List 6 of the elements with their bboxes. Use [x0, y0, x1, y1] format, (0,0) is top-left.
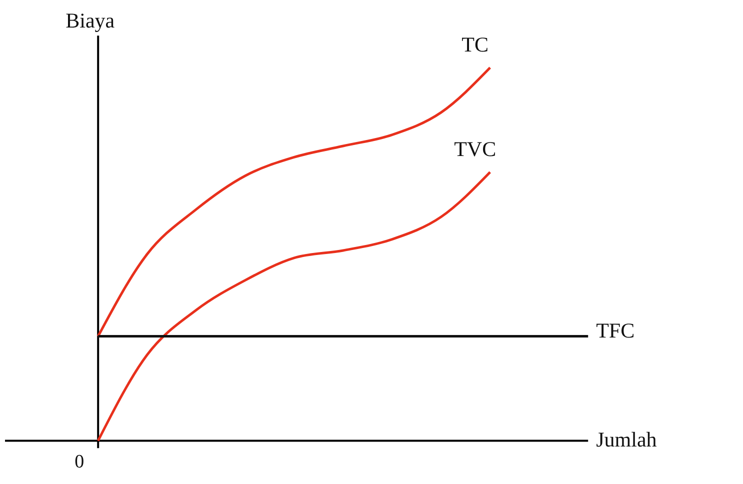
text: 0 [74, 452, 84, 473]
y-axis-title: Biaya [66, 8, 116, 33]
series-label: TC [462, 32, 489, 57]
series-label: TFC [596, 318, 635, 342]
x-axis-title: Jumlah [596, 428, 658, 452]
series-label: TVC [454, 137, 496, 162]
